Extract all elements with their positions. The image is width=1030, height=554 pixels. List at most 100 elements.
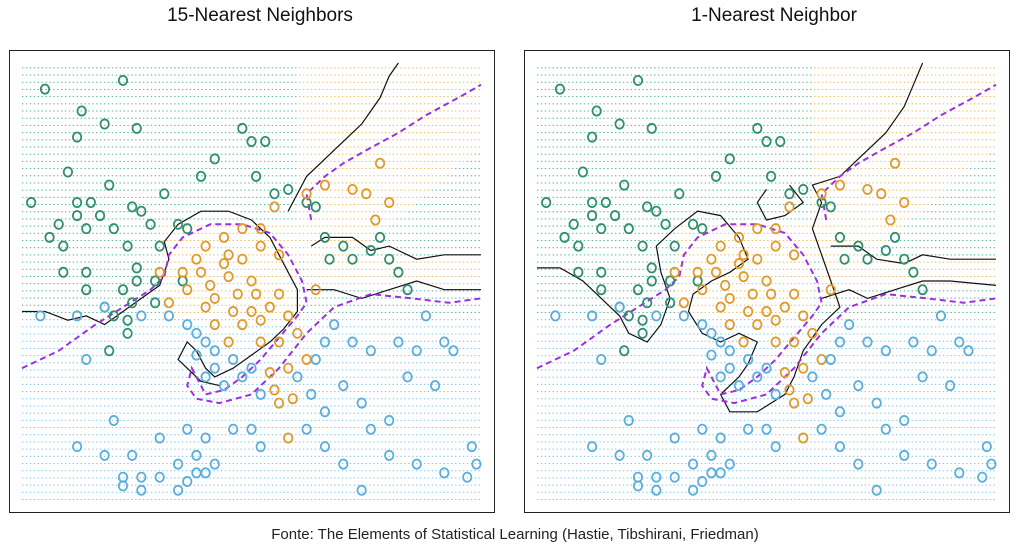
knn15-point-green [310, 201, 321, 213]
knn1-point-green [637, 327, 648, 339]
knn1-point-orange [770, 336, 781, 348]
knn1-point-orange [899, 197, 910, 209]
knn1-point-blue [715, 432, 726, 444]
knn1-point-green [834, 231, 846, 243]
knn1-point-blue [651, 310, 662, 322]
knn15-point-green [127, 297, 138, 309]
knn1-point-orange [885, 214, 896, 226]
knn15-point-blue [393, 336, 404, 348]
knn15-point-blue [255, 388, 266, 400]
knn15-point-blue [81, 353, 92, 365]
knn1-point-blue [651, 471, 662, 483]
knn15-point-orange [370, 214, 381, 226]
knn1-point-green [596, 284, 607, 296]
knn15-point-orange [205, 279, 216, 291]
knn1-region-grid [537, 67, 995, 500]
knn15-point-blue [237, 371, 248, 383]
knn15-point-blue [448, 345, 459, 357]
knn15-point-green [338, 240, 349, 252]
knn1-point-orange [788, 288, 800, 300]
knn1-point-orange [733, 258, 745, 270]
knn15-point-orange [195, 266, 207, 278]
knn15-point-green [250, 170, 262, 182]
knn15-point-green [122, 240, 133, 252]
knn1-point-blue [743, 423, 754, 435]
knn15-point-green [76, 105, 87, 117]
knn15-point-orange [255, 314, 266, 326]
knn1-point-blue [926, 458, 937, 470]
knn1-point-green [573, 266, 584, 278]
knn1-point-blue [706, 349, 717, 361]
knn15-point-green [209, 153, 220, 165]
knn15-point-orange [264, 301, 275, 313]
knn1-point-green [880, 244, 891, 256]
knn15-point-green [347, 253, 358, 265]
chart-title-left: 15-Nearest Neighbors [167, 5, 353, 26]
knn15-point-blue [329, 319, 340, 331]
knn1-knn-boundary-upper [756, 184, 805, 221]
knn1-point-green [917, 284, 928, 296]
knn1-point-blue [770, 441, 781, 453]
knn15-point-green [182, 223, 193, 235]
knn1-point-blue [821, 388, 832, 400]
knn15-point-blue [182, 423, 193, 435]
knn15-point-blue [338, 380, 349, 392]
knn1-point-green [660, 218, 671, 230]
knn15-point-orange [374, 157, 386, 169]
knn1-point-blue [908, 336, 919, 348]
knn1-point-blue [935, 310, 947, 322]
knn15-point-blue [338, 458, 349, 470]
knn1-point-blue [715, 467, 726, 479]
knn15-point-orange [154, 266, 165, 278]
knn1-point-orange [733, 231, 745, 243]
knn1-point-green [623, 310, 634, 322]
knn15-point-blue [99, 301, 110, 313]
knn1-point-green [765, 170, 777, 182]
knn1-point-blue [614, 449, 625, 461]
knn1-point-blue [807, 371, 818, 383]
knn1-point-blue [623, 415, 634, 427]
knn1-point-orange [802, 393, 813, 405]
knn1-knn-boundary-right-lower [821, 280, 997, 300]
knn15-point-green [237, 122, 248, 134]
knn1-point-green [646, 275, 657, 287]
knn1-point-orange [770, 240, 781, 252]
knn15-point-blue [439, 336, 450, 348]
knn15-point-blue [200, 432, 211, 444]
knn1-point-green [632, 284, 644, 296]
knn1-series-blue [550, 301, 997, 496]
knn1-point-blue [697, 423, 708, 435]
knn1-point-blue [954, 467, 965, 479]
knn15-point-green [402, 284, 413, 296]
knn1-point-green [619, 179, 630, 191]
knn1-point-blue [834, 406, 846, 418]
knn1-point-blue [871, 484, 882, 496]
knn15-point-blue [35, 310, 46, 322]
knn15-point-blue [356, 484, 367, 496]
knn15-series-orange [154, 157, 395, 444]
knn15-point-blue [136, 310, 147, 322]
knn15-point-blue [365, 345, 376, 357]
knn15-point-blue [246, 362, 257, 374]
knn1-point-blue [632, 480, 644, 492]
knn15-point-orange [163, 297, 174, 309]
knn1-point-green [908, 266, 919, 278]
knn15-point-orange [200, 301, 211, 313]
knn1-point-green [651, 205, 662, 217]
knn1-point-blue [687, 484, 699, 496]
knn1-point-orange [738, 271, 749, 283]
knn1-point-blue [880, 423, 891, 435]
knn15-point-blue [462, 471, 473, 483]
knn15-point-blue [172, 484, 184, 496]
knn1-series-green [541, 74, 928, 357]
knn15-point-blue [136, 484, 147, 496]
knn15-point-green [39, 83, 51, 95]
knn15-plot-panel [9, 50, 495, 513]
knn15-point-orange [384, 197, 395, 209]
knn1-point-blue [853, 380, 864, 392]
knn15-point-orange [310, 284, 321, 296]
knn15-point-orange [283, 432, 294, 444]
knn1-point-blue [669, 471, 680, 483]
knn1-point-blue [642, 449, 653, 461]
knn15-point-blue [163, 310, 174, 322]
